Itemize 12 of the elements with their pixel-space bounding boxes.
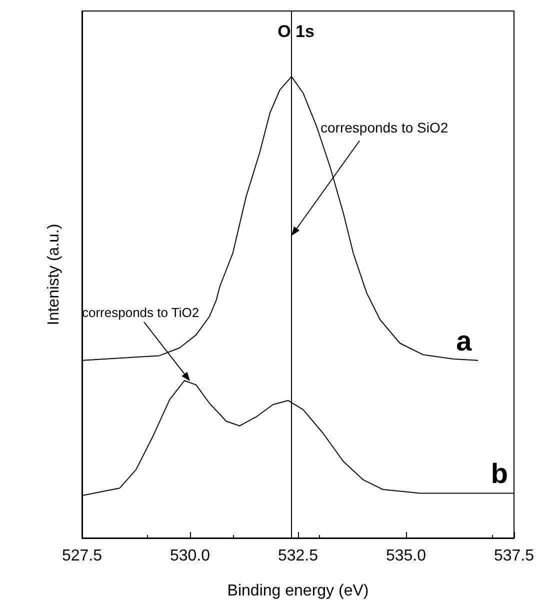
x-tick-label: 530.0: [170, 548, 210, 564]
series-label: b: [490, 458, 508, 490]
x-tick-label: 537.5: [494, 548, 534, 564]
annotation: corresponds to SiO2: [320, 120, 448, 136]
x-tick-label: 527.5: [62, 548, 102, 564]
chart-title: O 1s: [278, 22, 314, 41]
x-tick-label: 535.0: [386, 548, 426, 564]
annotation: corresponds to TiO2: [82, 305, 200, 320]
series-label: a: [456, 325, 472, 356]
x-axis-title: Binding energy (eV): [227, 582, 369, 600]
y-axis-title: Intenisty (a.u.): [46, 224, 62, 326]
x-tick-label: 532.5: [278, 548, 318, 564]
